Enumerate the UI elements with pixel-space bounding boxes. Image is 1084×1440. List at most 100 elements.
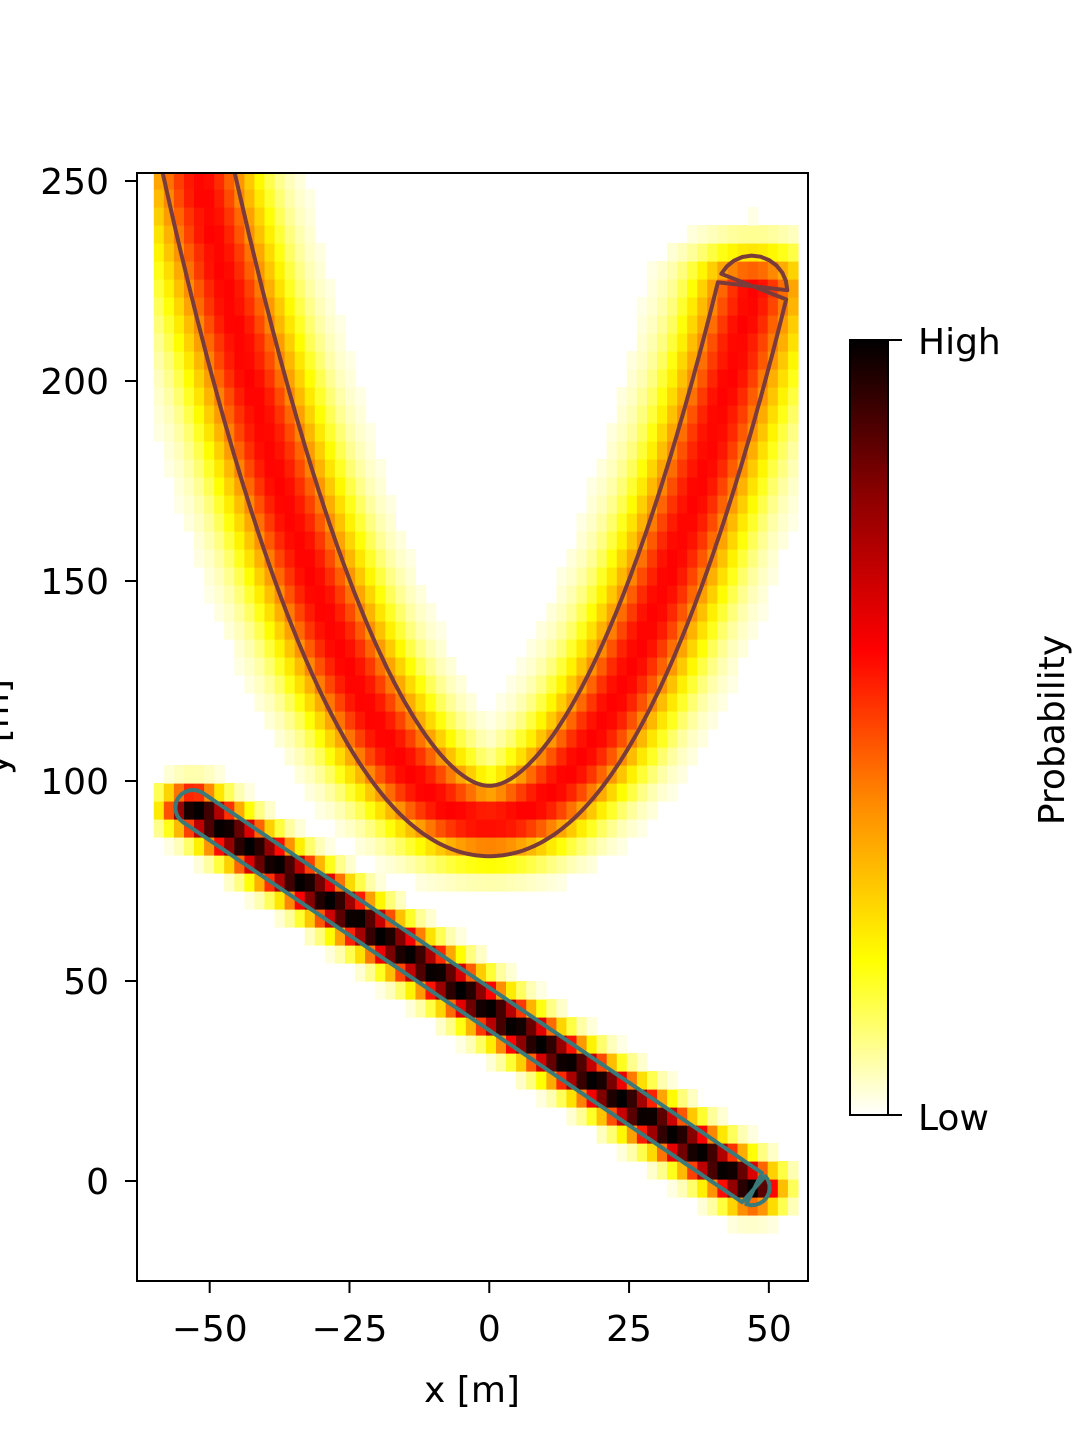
heatmap-cell <box>747 459 759 478</box>
heatmap-cell <box>667 549 678 568</box>
heatmap-cell <box>747 207 759 226</box>
heatmap-cell <box>687 333 698 352</box>
heatmap-cell <box>395 567 406 586</box>
heatmap-cell <box>687 1107 698 1126</box>
heatmap-cell <box>586 855 598 874</box>
heatmap-cell <box>455 927 467 946</box>
heatmap-cell <box>173 477 185 496</box>
heatmap-cell <box>395 729 406 748</box>
heatmap-cell <box>536 693 547 712</box>
heatmap-cell <box>465 693 477 712</box>
heatmap-cell <box>677 765 688 784</box>
heatmap-cell <box>536 1053 547 1072</box>
heatmap-cell <box>425 747 437 766</box>
heatmap-cell <box>677 585 688 604</box>
heatmap-cell <box>677 243 688 262</box>
heatmap-cell <box>626 657 638 676</box>
heatmap-cell <box>496 765 507 784</box>
heatmap-cell <box>727 657 739 676</box>
heatmap-cell <box>536 873 547 892</box>
heatmap-cell <box>365 495 376 514</box>
heatmap-cell <box>687 747 698 766</box>
heatmap-cell <box>546 873 557 892</box>
heatmap-cell <box>304 495 316 514</box>
heatmap-cell <box>687 1143 698 1162</box>
x-tick-label: −50 <box>172 1309 248 1350</box>
heatmap-cell <box>334 873 346 892</box>
heatmap-cell <box>375 513 386 532</box>
y-tick-label: 250 <box>40 162 109 203</box>
heatmap-cell <box>274 819 286 838</box>
heatmap-cell <box>516 855 527 874</box>
heatmap-cell <box>546 801 557 820</box>
heatmap-cell <box>194 189 205 208</box>
heatmap-cell <box>606 477 618 496</box>
heatmap-cell <box>596 477 608 496</box>
heatmap-cell <box>626 1071 638 1090</box>
heatmap-cell <box>566 621 578 640</box>
heatmap-cell <box>224 585 235 604</box>
heatmap-cell <box>405 549 417 568</box>
heatmap-cell <box>576 603 588 622</box>
heatmap-cell <box>173 369 185 388</box>
heatmap-cell <box>244 855 256 874</box>
heatmap-cell <box>415 729 427 748</box>
heatmap-cell <box>777 369 789 388</box>
heatmap-cell <box>163 333 175 352</box>
heatmap-cell <box>455 837 467 856</box>
heatmap-cell <box>254 621 266 640</box>
heatmap-cell <box>546 657 557 676</box>
heatmap-cell <box>284 657 296 676</box>
heatmap-cell <box>536 1089 547 1108</box>
heatmap-cell <box>737 1215 749 1234</box>
heatmap-cell <box>747 351 759 370</box>
heatmap-cell <box>757 315 769 334</box>
heatmap-cell <box>697 1197 708 1216</box>
heatmap-cell <box>214 801 225 820</box>
heatmap-cell <box>647 405 658 424</box>
heatmap-cell <box>274 387 286 406</box>
heatmap-cell <box>455 693 467 712</box>
heatmap-cell <box>184 261 195 280</box>
heatmap-cell <box>304 441 316 460</box>
heatmap-cell <box>475 999 487 1018</box>
heatmap-cell <box>425 837 437 856</box>
heatmap-cell <box>636 387 648 406</box>
heatmap-cell <box>707 423 718 442</box>
heatmap-cell <box>274 657 286 676</box>
heatmap-cell <box>536 747 547 766</box>
heatmap-cell <box>314 369 326 388</box>
heatmap-cell <box>234 657 245 676</box>
heatmap-cell <box>667 351 678 370</box>
heatmap-cell <box>184 333 195 352</box>
heatmap-cell <box>254 567 266 586</box>
heatmap-cell <box>244 837 256 856</box>
heatmap-cell <box>445 837 457 856</box>
heatmap-cell <box>647 783 658 802</box>
heatmap-cell <box>606 675 618 694</box>
heatmap-cell <box>697 279 708 298</box>
heatmap-cell <box>234 585 245 604</box>
x-axis: −50 −25 0 25 50 <box>172 1281 792 1350</box>
heatmap-cell <box>506 675 517 694</box>
heatmap-cell <box>254 513 266 532</box>
heatmap-cell <box>596 783 608 802</box>
heatmap-cell <box>173 261 185 280</box>
heatmap-cell <box>707 603 718 622</box>
heatmap-cell <box>194 279 205 298</box>
heatmap-cell <box>677 297 688 316</box>
heatmap-cell <box>294 189 306 208</box>
heatmap-cell <box>254 819 266 838</box>
heatmap-cell <box>264 819 276 838</box>
heatmap-cell <box>234 387 245 406</box>
heatmap-cell <box>737 603 749 622</box>
heatmap-cell <box>204 459 215 478</box>
heatmap-cell <box>576 837 588 856</box>
heatmap-cell <box>787 261 799 280</box>
heatmap-cell <box>485 801 497 820</box>
heatmap-cell <box>697 297 708 316</box>
heatmap-cell <box>385 819 396 838</box>
heatmap-cell <box>586 675 598 694</box>
heatmap-cell <box>304 729 316 748</box>
heatmap-cell <box>204 819 215 838</box>
